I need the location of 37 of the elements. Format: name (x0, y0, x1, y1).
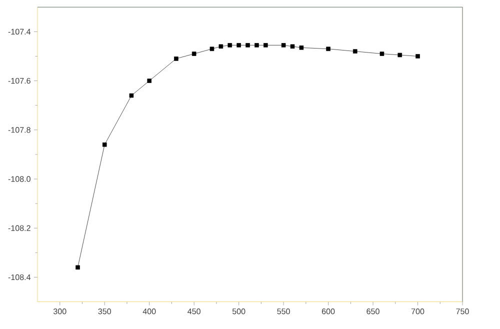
point (147, 78, 152, 84)
point (281, 43, 286, 48)
point (290, 44, 295, 49)
point (264, 43, 268, 48)
point (174, 56, 178, 62)
point (129, 94, 134, 98)
y-tick-label: -108.4 (8, 274, 31, 280)
x-tick-label: 350 (98, 308, 111, 314)
point (192, 52, 196, 56)
point (326, 46, 330, 52)
y-tick-label: -107.4 (8, 29, 31, 35)
point (218, 44, 224, 49)
x-tick-label: 700 (411, 308, 424, 314)
point (352, 49, 358, 54)
point (299, 46, 304, 50)
point (236, 43, 241, 48)
point (102, 142, 107, 148)
point (246, 43, 250, 48)
x-tick-label: 550 (277, 308, 290, 314)
y-tick-label: -107.8 (8, 127, 30, 133)
x-tick-label: 450 (188, 308, 200, 314)
y-tick-label: -107.6 (8, 78, 30, 84)
point (380, 52, 384, 56)
point (398, 53, 402, 58)
point (210, 46, 214, 52)
y-tick-label: -108.0 (8, 176, 30, 182)
x-tick-label: 300 (53, 308, 66, 314)
x-tick-label: 400 (142, 308, 156, 314)
y-tick-label: -108.2 (8, 225, 30, 232)
point (254, 43, 259, 48)
x-tick-label: 750 (456, 308, 469, 314)
x-tick-label: 600 (322, 308, 335, 314)
point (228, 43, 232, 48)
x-tick-label: 500 (232, 308, 246, 314)
x-tick-label: 650 (366, 308, 380, 314)
point (416, 54, 420, 59)
point (76, 265, 80, 270)
